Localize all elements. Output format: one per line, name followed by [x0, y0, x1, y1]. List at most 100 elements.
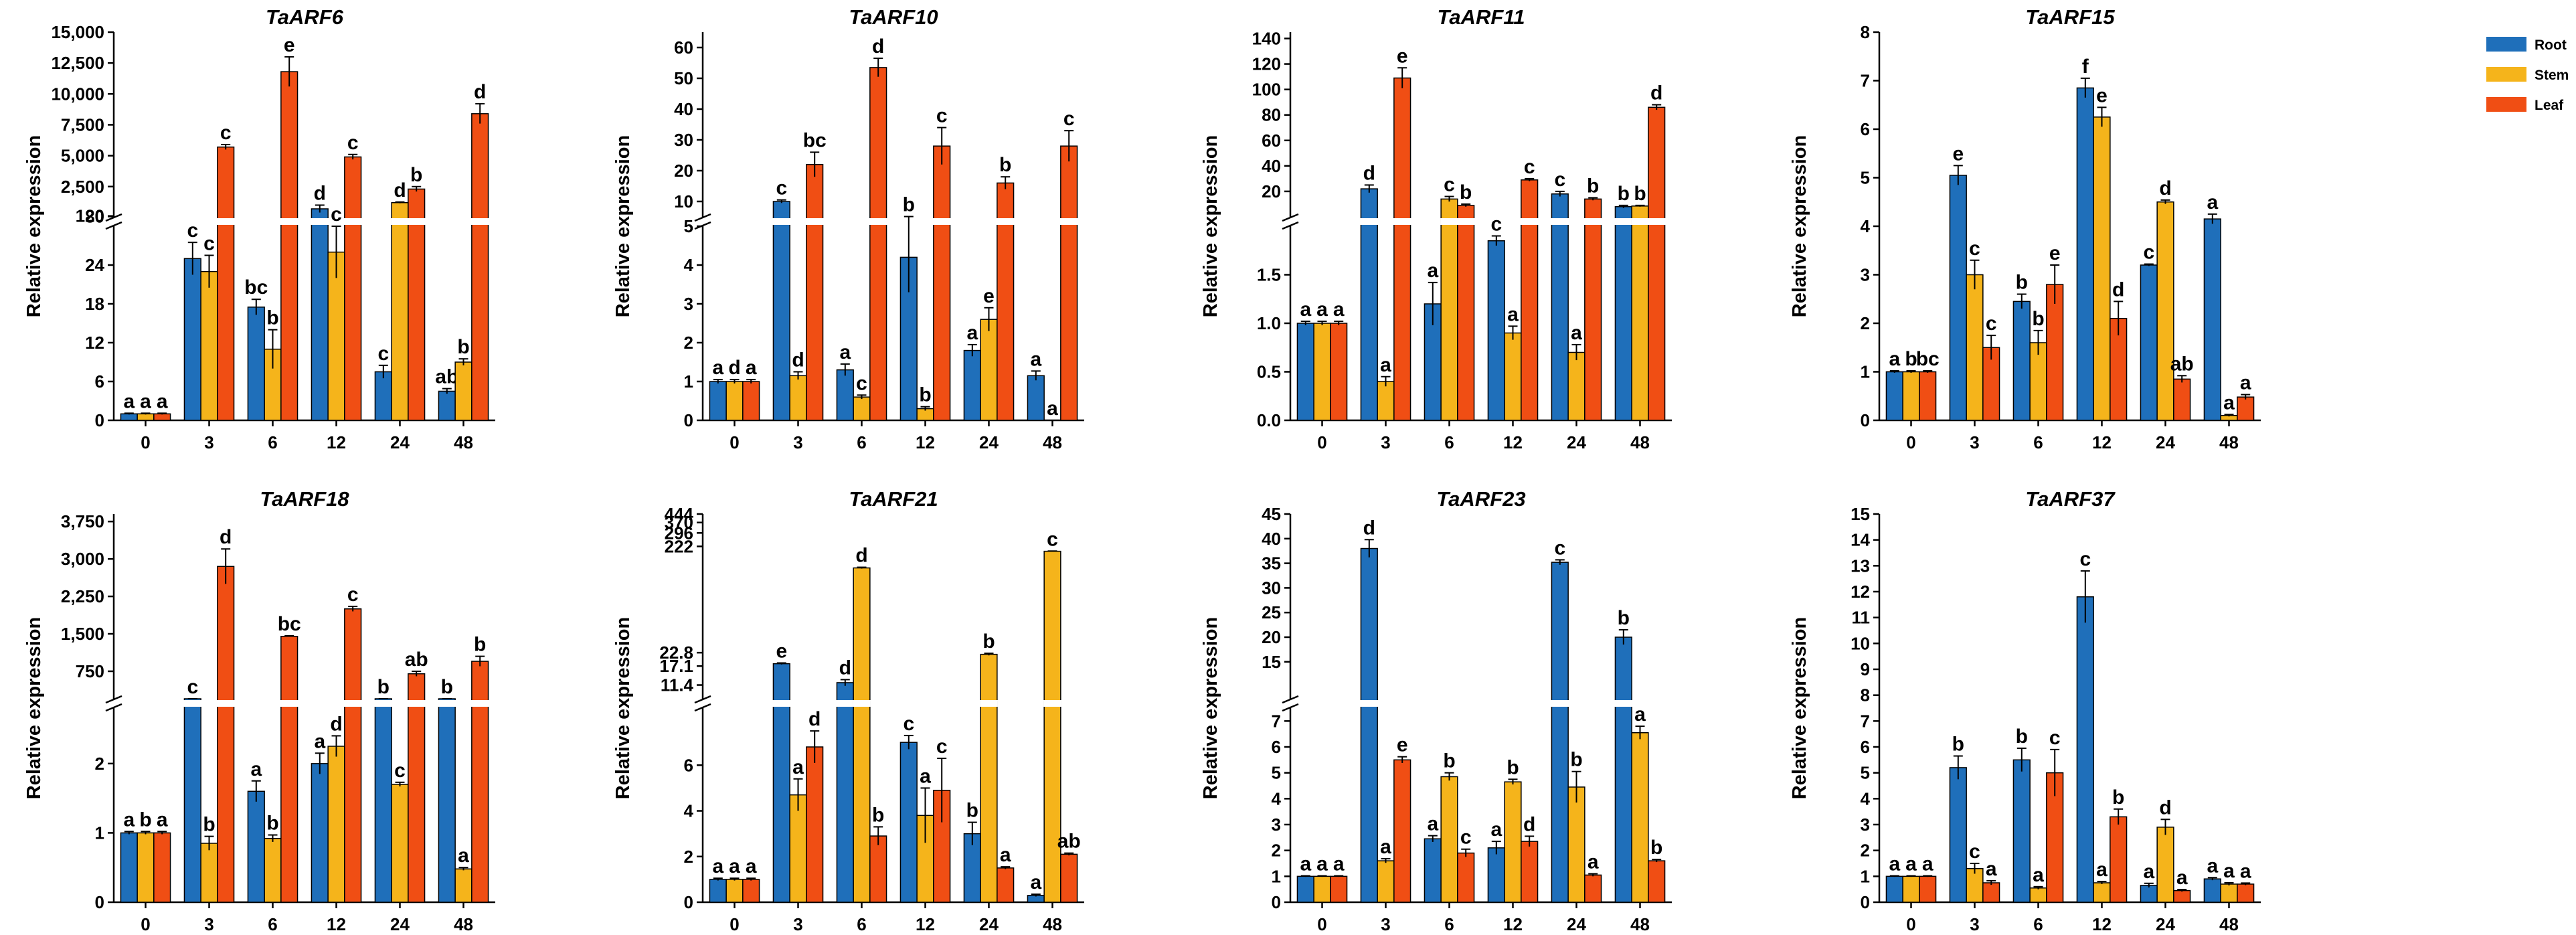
bar-root [120, 832, 138, 903]
y-tick-label: 10 [1851, 633, 1870, 653]
significance-letter: a [157, 390, 168, 412]
bar-stem [725, 879, 744, 903]
y-tick-label: 444 [665, 504, 694, 524]
y-axis-label: Relative expression [23, 135, 45, 317]
significance-letter: a [314, 730, 325, 752]
significance-letter: a [1380, 836, 1391, 858]
bar-leaf [153, 413, 171, 421]
axis-break-mark [105, 221, 122, 230]
y-tick-label: 14 [1851, 530, 1870, 550]
panel-title: TaARF37 [2025, 487, 2116, 511]
significance-letter: bc [1916, 348, 1940, 370]
significance-letter: c [203, 233, 215, 255]
bar-leaf [1330, 323, 1348, 421]
y-tick-label: 18 [85, 294, 104, 314]
significance-letter: b [1618, 183, 1630, 205]
significance-letter: d [839, 657, 851, 679]
bar-root [1296, 875, 1314, 903]
y-tick-label: 1 [1272, 866, 1281, 886]
bar-leaf [2046, 284, 2064, 421]
bar-stem [1902, 875, 1920, 903]
significance-letter: d [792, 349, 804, 371]
bar-leaf [408, 188, 426, 421]
y-tick-label: 2 [1861, 841, 1870, 861]
bar-root [1885, 371, 1903, 421]
bar-stem [137, 832, 155, 903]
bar-root [1360, 547, 1378, 903]
significance-letter: b [139, 809, 151, 831]
bar-break-gap [1614, 700, 1633, 707]
significance-letter: b [1587, 175, 1599, 197]
significance-letter: e [776, 640, 787, 662]
y-tick-label: 9 [1861, 659, 1870, 679]
bar-root [1296, 323, 1314, 421]
significance-letter: c [1554, 169, 1565, 191]
panel-title: TaARF18 [260, 487, 349, 511]
bar-break-gap [996, 218, 1015, 225]
significance-letter: b [2016, 726, 2028, 748]
bar-break-gap [216, 218, 235, 225]
significance-letter: c [1986, 313, 1997, 335]
significance-letter: b [1618, 607, 1630, 629]
panel-title: TaARF23 [1436, 487, 1525, 511]
significance-letter: ab [1057, 831, 1081, 853]
significance-letter: b [266, 813, 278, 835]
y-tick-label: 30 [674, 130, 693, 150]
bar-leaf [1060, 853, 1078, 903]
bar-break-gap [1583, 218, 1602, 225]
legend-label-leaf: Leaf [2535, 98, 2564, 113]
bar-stem [1440, 198, 1458, 421]
y-tick-label: 8 [1861, 22, 1870, 42]
bar-break-gap [391, 218, 409, 225]
y-tick-label: 6 [1861, 737, 1870, 757]
x-tick-label: 6 [268, 914, 277, 934]
axis-break-mark [1282, 703, 1299, 712]
significance-letter: b [903, 194, 915, 216]
panel-title: TaARF11 [1438, 5, 1525, 29]
bar-stem [2093, 116, 2111, 421]
y-tick-label: 2,250 [61, 586, 104, 606]
significance-letter: a [1047, 398, 1058, 420]
significance-letter: a [1922, 853, 1934, 875]
bar-break-gap [836, 700, 855, 707]
bar-break-gap [216, 700, 235, 707]
y-tick-label: 3 [684, 294, 693, 314]
significance-letter: b [1570, 749, 1582, 771]
y-tick-label: 5 [1272, 763, 1281, 783]
bar-break-gap [374, 700, 393, 707]
bar-root [2076, 596, 2094, 903]
significance-letter: c [2079, 548, 2091, 570]
significance-letter: a [2240, 372, 2251, 394]
significance-letter: a [1905, 853, 1917, 875]
y-tick-label: 80 [1262, 105, 1281, 125]
bar-stem [789, 794, 807, 903]
bar-root [374, 698, 392, 903]
x-tick-label: 3 [793, 432, 802, 452]
bar-break-gap [470, 700, 489, 707]
bar-stem [980, 319, 998, 421]
bar-stem [327, 746, 345, 903]
significance-letter: c [1554, 537, 1565, 559]
bar-root [1487, 240, 1505, 421]
axis-break-mark [694, 213, 711, 222]
bar-break-gap [183, 700, 202, 707]
significance-letter: b [441, 676, 453, 698]
significance-letter: b [377, 676, 390, 698]
significance-letter: ab [405, 649, 428, 671]
bar-stem [1567, 351, 1585, 421]
x-tick-label: 24 [2156, 914, 2175, 934]
y-tick-label: 140 [1252, 29, 1281, 49]
significance-letter: b [2112, 786, 2124, 809]
y-tick-label: 11 [1852, 608, 1871, 628]
bar-leaf [869, 67, 887, 421]
bar-root [2140, 264, 2158, 421]
bar-root [120, 413, 138, 421]
y-tick-label: 6 [95, 371, 104, 392]
bar-leaf [1584, 198, 1602, 421]
y-tick-label: 2 [1861, 313, 1870, 333]
significance-letter: d [1650, 82, 1662, 104]
